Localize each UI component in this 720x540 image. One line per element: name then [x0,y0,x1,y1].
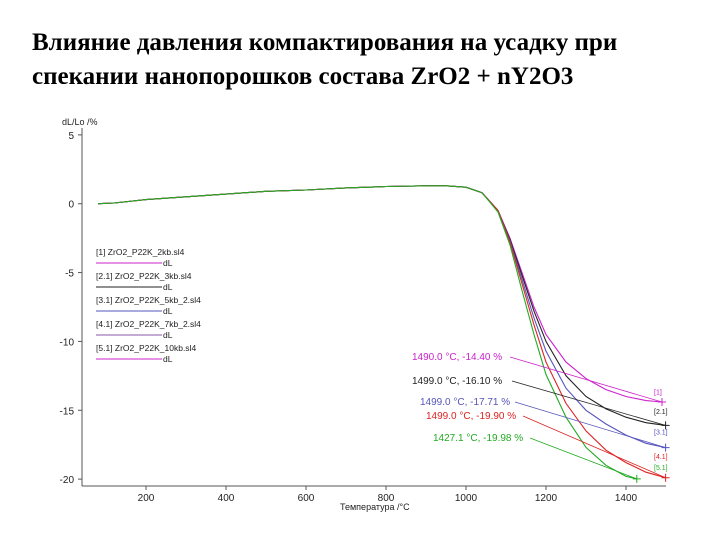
x-tick-label: 600 [298,493,315,504]
legend-file-label: [3.1] ZrO2_P22K_5kb_2.sl4 [96,295,201,305]
y-tick-label: 5 [68,131,74,142]
series-line-4 [97,185,666,479]
annotation-leader [514,401,666,448]
y-tick-label: -20 [60,475,75,486]
legend-sub-label: dL [163,282,173,292]
x-tick-label: 400 [218,493,235,504]
series-line-3 [97,185,666,449]
slide-title-line-1: Влияние давления компактирования на усад… [32,29,618,56]
annotation-leader [511,380,666,426]
annotation-label: 1499.0 °C, -17.71 % [420,397,510,408]
series-end-tag: [1] [654,390,662,397]
x-tick-label: 200 [138,493,155,504]
legend-sub-label: dL [163,306,173,316]
y-axis-label: dL/Lo /% [62,117,98,127]
annotation-leader [529,437,637,480]
annotation-leader [522,415,666,479]
annotation-leader [509,356,663,403]
slide-title: Влияние давления компактирования на усад… [32,26,702,94]
series-end-tag: [2.1] [654,409,668,416]
legend-file-label: [1] ZrO2_P22K_2kb.sl4 [96,247,185,257]
series-end-tag: [4.1] [654,454,668,461]
series-line-2 [97,185,666,426]
chart-series: [1] [2.1] [3.1] [4.1] [5.1] [97,185,670,483]
x-tick-label: 1200 [535,493,558,504]
y-tick-label: 0 [68,200,74,211]
x-tick-label: 1000 [455,493,478,504]
annotation-label: 1490.0 °C, -14.40 % [412,352,502,363]
legend-file-label: [5.1] ZrO2_P22K_10kb.sl4 [96,343,196,353]
slide-title-line-2: спекании нанопорошков состава ZrO2 + nY2… [32,63,574,90]
y-tick-label: -15 [60,406,75,417]
series-end-marker-1 [658,398,666,407]
x-axis-label: Температура /°C [340,502,410,512]
legend-sub-label: dL [163,258,173,268]
annotation-label: 1499.0 °C, -16.10 % [412,376,502,387]
series-line-1 [97,185,663,403]
series-end-marker-3 [661,443,670,452]
y-tick-label: -5 [65,269,74,280]
series-end-tag: [3.1] [654,429,668,436]
legend-file-label: [4.1] ZrO2_P22K_7kb_2.sl4 [96,319,201,329]
x-tick-label: 800 [378,493,395,504]
legend-sub-label: dL [163,354,173,364]
x-tick-label: 1400 [615,493,638,504]
annotation-label: 1427.1 °C, -19.98 % [433,433,523,444]
annotation-label: 1499.0 °C, -19.90 % [426,411,516,422]
series-line-5 [97,185,637,480]
chart-axes: dL/Lo /% Температура /°C 5 0 -5 -10 -15 -20 200 4… [60,117,666,512]
legend-sub-label: dL [163,330,173,340]
legend-file-label: [2.1] ZrO2_P22K_3kb.sl4 [96,271,192,281]
series-end-tag: [5.1] [654,465,668,472]
chart-annotations: 1490.0 °C, -14.40 % 1499.0 °C, -16.10 % 14… [412,352,666,480]
y-tick-label: -10 [60,337,75,348]
